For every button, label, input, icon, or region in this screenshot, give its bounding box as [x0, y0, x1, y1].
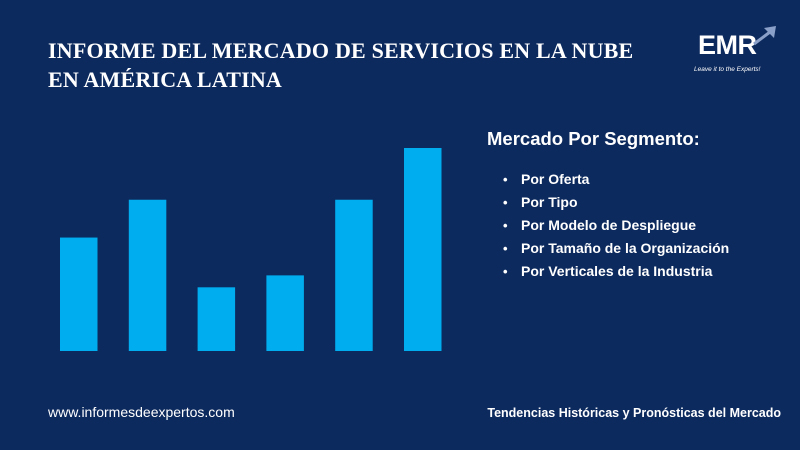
up-right-arrow-icon: [753, 26, 776, 46]
segments-heading: Mercado Por Segmento:: [487, 128, 700, 149]
logo-text: EMR: [698, 30, 757, 60]
report-title: INFORME DEL MERCADO DE SERVICIOS EN LA N…: [48, 36, 688, 94]
logo-tagline: Leave it to the Experts!: [694, 66, 761, 73]
segments-list: Por Oferta Por Tipo Por Modelo de Despli…: [500, 168, 729, 283]
report-title-line-2: EN AMÉRICA LATINA: [48, 67, 283, 92]
segment-item: Por Verticales de la Industria: [500, 260, 729, 283]
footer-tagline: Tendencias Históricas y Pronósticas del …: [487, 406, 781, 420]
bar-2: [128, 199, 167, 351]
bar-4: [266, 275, 304, 351]
bar-6: [404, 148, 442, 351]
segment-item: Por Tipo: [500, 191, 729, 214]
bar-3: [197, 287, 236, 351]
website-link[interactable]: www.informesdeexpertos.com: [48, 404, 235, 420]
bar-chart: [60, 148, 442, 351]
segment-item: Por Tamaño de la Organización: [500, 237, 729, 260]
emr-logo: EMR Leave it to the Experts!: [688, 22, 788, 82]
bar-5: [335, 199, 373, 351]
report-title-line-1: INFORME DEL MERCADO DE SERVICIOS EN LA N…: [48, 38, 634, 63]
segment-item: Por Modelo de Despliegue: [500, 214, 729, 237]
bar-1: [60, 237, 98, 351]
segment-item: Por Oferta: [500, 168, 729, 191]
